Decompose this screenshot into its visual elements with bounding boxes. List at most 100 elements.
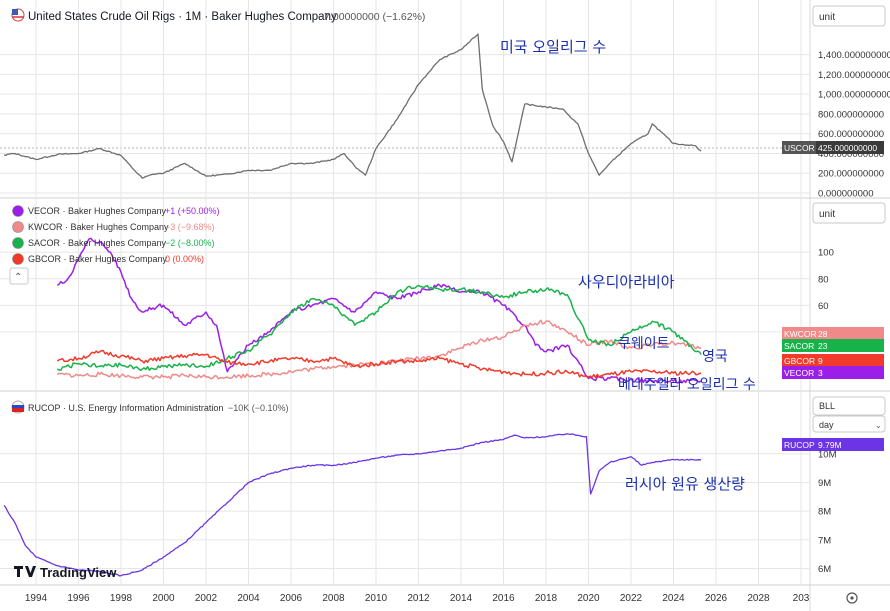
x-tick-label: 2014	[450, 593, 473, 604]
pane1-unit-box[interactable]	[812, 5, 886, 27]
price-tag-value-bg	[816, 366, 884, 379]
x-tick-label: 2006	[280, 593, 303, 604]
y-tick-label: 100	[818, 248, 834, 259]
y-tick-label: 9M	[818, 478, 831, 489]
pane1-legend-change: −7.00000000 (−1.62%)	[318, 11, 425, 23]
settings-gear-center	[850, 596, 854, 600]
x-tick-label: 2022	[620, 593, 643, 604]
collapse-legend-button[interactable]	[9, 267, 29, 285]
price-tag-value: 425.000000000	[818, 143, 877, 153]
price-tag-value: 9	[818, 356, 823, 366]
price-tag-symbol-bg	[782, 327, 816, 340]
chevron-up-icon: ⌃	[14, 272, 22, 283]
annotation-us-rigs: 미국 오일리그 수	[500, 38, 606, 56]
price-tag-value: 3	[818, 368, 823, 378]
x-tick-label: 2004	[237, 593, 260, 604]
price-tag-value-bg	[816, 141, 884, 154]
legend-change: +1 (+50.00%)	[165, 206, 220, 216]
x-tick-label: 1998	[110, 593, 133, 604]
y-tick-label: 1,400.000000000	[818, 50, 890, 61]
legend-name: VECOR · Baker Hughes Company	[28, 206, 167, 216]
series-line-rucop	[3, 433, 702, 577]
y-tick-label: 80	[818, 274, 829, 285]
interval-dropdown[interactable]	[812, 415, 886, 433]
pane2-unit-label: unit	[819, 209, 835, 220]
price-tag-symbol-bg	[782, 438, 816, 451]
y-tick-label: 600.000000000	[818, 129, 884, 140]
price-tag-value: 28	[818, 329, 828, 339]
ru-flag-stripe-red	[12, 408, 24, 412]
country-flag-icon	[12, 253, 24, 265]
country-flag-icon	[12, 205, 24, 217]
y-tick-label: 6M	[818, 564, 831, 575]
x-tick-label: 2008	[322, 593, 345, 604]
grid	[0, 0, 810, 585]
pane2-unit-box[interactable]	[812, 202, 886, 224]
pane3-legend-change: −10K (−0.10%)	[228, 403, 289, 413]
x-tick-label: 2000	[152, 593, 175, 604]
price-tag-symbol: RUCOP	[784, 440, 815, 450]
pane1-legend-title: United States Crude Oil Rigs · 1M · Bake…	[28, 11, 337, 23]
legend-row-kw[interactable]: KWCOR · Baker Hughes Company−3 (−9.68%)	[12, 221, 215, 233]
x-tick-label: 2024	[662, 593, 685, 604]
price-tag-value-bg	[816, 354, 884, 367]
price-tag-symbol: VECOR	[784, 368, 814, 378]
price-tag-rucop: RUCOP 9.79M	[782, 438, 884, 451]
price-tag-gbcor: GBCOR 9	[782, 354, 884, 367]
annotation-kuwait: 쿠웨이트	[618, 336, 670, 352]
price-tag-symbol-bg	[782, 354, 816, 367]
price-tag-symbol-bg	[782, 366, 816, 379]
x-tick-label: 2026	[705, 593, 728, 604]
series-layer	[3, 33, 702, 577]
x-tick-label: 2002	[195, 593, 218, 604]
series-line-uscor	[3, 33, 702, 179]
series-line-vecor	[56, 237, 702, 384]
y-tick-label: 200.000000000	[818, 169, 884, 180]
y-tick-label: 400.000000000	[818, 149, 884, 160]
annotation-saudi: 사우디아라비아	[578, 273, 675, 291]
legend-row-sa[interactable]: SACOR · Baker Hughes Company−2 (−8.00%)	[12, 237, 215, 249]
y-tick-label: 800.000000000	[818, 109, 884, 120]
legend-uscor[interactable]: United States Crude Oil Rigs · 1M · Bake…	[11, 8, 425, 23]
series-line-sacor	[56, 284, 702, 372]
country-flag-icon	[12, 221, 24, 233]
legend-rucop[interactable]: RUCOP · U.S. Energy Information Administ…	[11, 400, 289, 414]
y-tick-label: 8M	[818, 507, 831, 518]
price-tag-value-bg	[816, 327, 884, 340]
price-tag-uscor: USCOR 425.000000000	[782, 141, 884, 154]
y-tick-label: 0.000000000	[818, 189, 873, 200]
price-tag-symbol: USCOR	[784, 143, 815, 153]
y-tick-label: 60	[818, 301, 829, 312]
price-tag-symbol: GBCOR	[784, 356, 815, 366]
price-tag-symbol: KWCOR	[784, 329, 817, 339]
price-tag-symbol-bg	[782, 141, 816, 154]
pane3-legend-title: RUCOP · U.S. Energy Information Administ…	[28, 403, 223, 413]
chevron-down-icon: ⌄	[875, 421, 882, 430]
ru-flag-stripe-blue	[12, 405, 24, 408]
price-tag-kwcor: KWCOR 28	[782, 327, 884, 340]
pane3-unit-box[interactable]	[812, 396, 886, 416]
settings-gear-icon[interactable]	[846, 592, 858, 604]
interval-dropdown-value: day	[819, 420, 834, 430]
x-tick-label: 2020	[577, 593, 600, 604]
pane2-legend: VECOR · Baker Hughes Company+1 (+50.00%)…	[12, 205, 220, 265]
price-tag-vecor: VECOR 3	[782, 366, 884, 379]
price-tag-symbol: SACOR	[784, 341, 814, 351]
us-flag-canton	[12, 9, 18, 15]
tradingview-logo[interactable]: TradingView	[14, 565, 117, 580]
price-tag-sacor: SACOR 23	[782, 339, 884, 352]
x-tick-label: 203	[793, 593, 810, 604]
pane3-unit-label: BLL	[819, 401, 835, 411]
y-tick-label: 10M	[818, 449, 837, 460]
legend-row-ve[interactable]: VECOR · Baker Hughes Company+1 (+50.00%)	[12, 205, 220, 217]
legend-change: 0 (0.00%)	[165, 254, 204, 264]
legend-change: −2 (−8.00%)	[165, 238, 215, 248]
y-tick-label: 7M	[818, 535, 831, 546]
x-tick-label: 2010	[365, 593, 388, 604]
price-tag-value-bg	[816, 339, 884, 352]
x-tick-label: 2018	[535, 593, 558, 604]
country-flag-icon	[12, 237, 24, 249]
